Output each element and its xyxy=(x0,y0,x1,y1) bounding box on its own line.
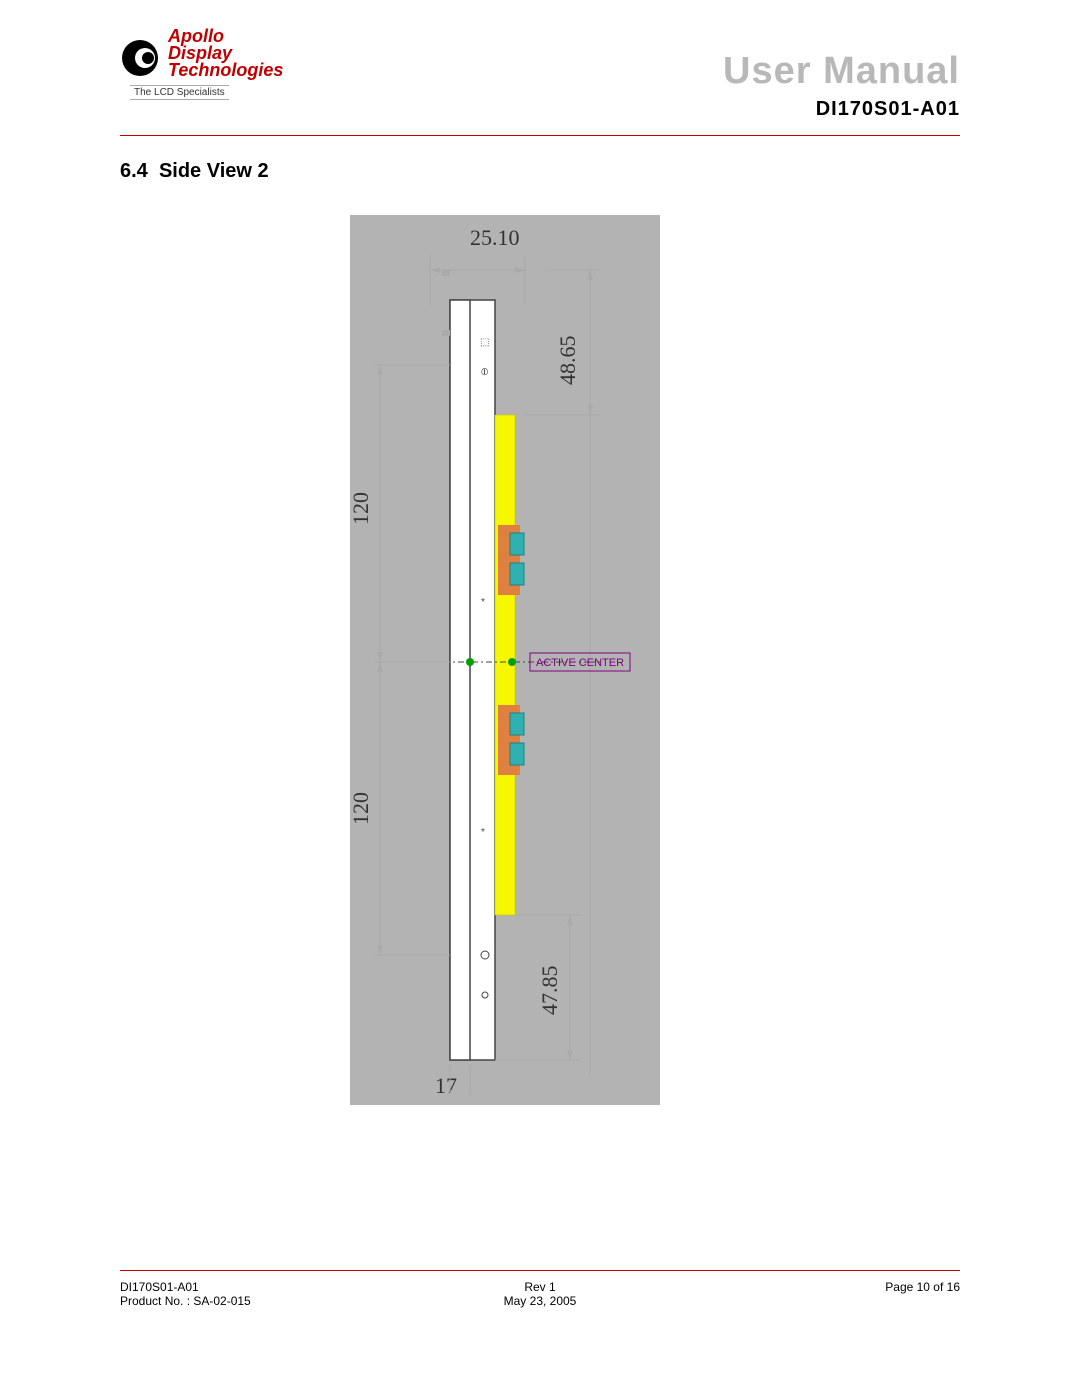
svg-text:⦶: ⦶ xyxy=(480,367,488,378)
footer-center: Rev 1 May 23, 2005 xyxy=(120,1280,960,1308)
page-footer: DI170S01-A01 Product No. : SA-02-015 Rev… xyxy=(120,1280,960,1320)
footer-right: Page 10 of 16 xyxy=(885,1280,960,1294)
document-title: User Manual xyxy=(723,50,960,93)
header-rule xyxy=(120,135,960,136)
company-logo: Apollo Display Technologies The LCD Spec… xyxy=(120,20,320,95)
model-number: DI170S01-A01 xyxy=(816,98,960,121)
footer-page: Page 10 of 16 xyxy=(885,1280,960,1294)
footer-date: May 23, 2005 xyxy=(120,1294,960,1308)
footer-rule xyxy=(120,1270,960,1271)
logo-tagline: The LCD Specialists xyxy=(130,85,229,100)
section-heading: 6.4 Side View 2 xyxy=(120,160,269,183)
section-number: 6.4 xyxy=(120,160,148,182)
svg-text:*: * xyxy=(481,827,485,838)
dim-bottom-offset: 47.85 xyxy=(537,966,562,1016)
svg-text:*: * xyxy=(481,597,485,608)
svg-text:⬚: ⬚ xyxy=(480,337,489,348)
side-view-diagram: 25.10 48.65 xyxy=(350,215,660,1105)
section-title-text: Side View 2 xyxy=(159,160,269,182)
dim-bottom-width: 17 xyxy=(435,1073,457,1098)
page-header: Apollo Display Technologies The LCD Spec… xyxy=(120,20,960,120)
dim-top-offset: 48.65 xyxy=(555,336,580,386)
dim-upper-height: 120 xyxy=(350,492,373,525)
dim-lower-height: 120 xyxy=(350,792,373,825)
document-page: Apollo Display Technologies The LCD Spec… xyxy=(0,0,1080,1397)
dim-top-width: 25.10 xyxy=(470,225,520,250)
active-center-label: ACTIVE CENTER xyxy=(536,657,624,669)
logo-line3: Technologies xyxy=(168,62,283,79)
footer-rev: Rev 1 xyxy=(120,1280,960,1294)
